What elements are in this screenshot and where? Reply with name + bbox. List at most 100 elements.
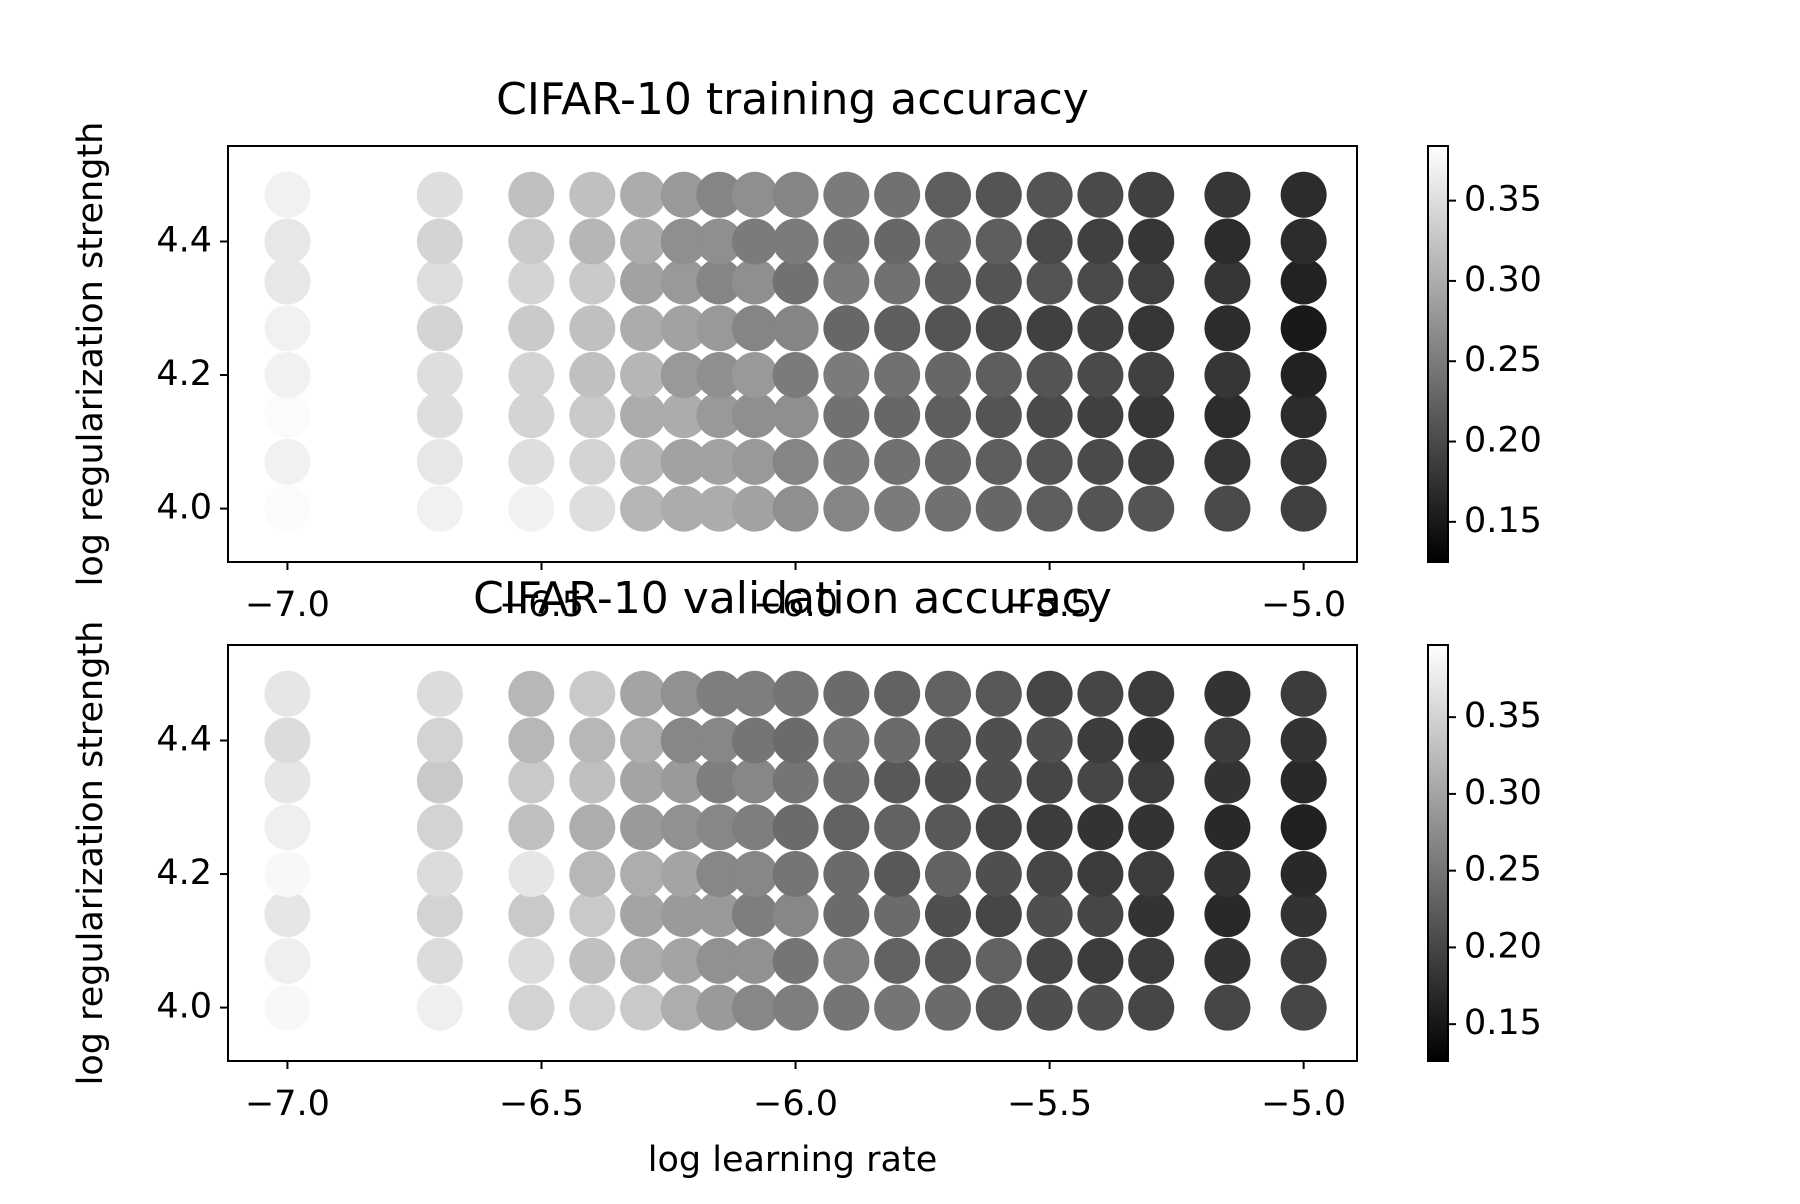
point bbox=[1026, 717, 1073, 764]
point bbox=[416, 851, 463, 898]
point bbox=[508, 670, 555, 717]
point bbox=[1204, 851, 1251, 898]
point bbox=[660, 258, 707, 305]
point bbox=[1280, 717, 1327, 764]
point bbox=[823, 851, 870, 898]
point bbox=[660, 717, 707, 764]
point bbox=[1204, 717, 1251, 764]
point bbox=[1280, 757, 1327, 804]
point bbox=[264, 485, 311, 532]
point bbox=[975, 258, 1022, 305]
point bbox=[1204, 757, 1251, 804]
point bbox=[620, 392, 667, 439]
y-tick-label: 4.2 bbox=[156, 354, 212, 394]
colorbar-tick-label: 0.20 bbox=[1464, 421, 1542, 461]
point bbox=[975, 851, 1022, 898]
point bbox=[1077, 804, 1124, 851]
point bbox=[696, 670, 743, 717]
point bbox=[1280, 891, 1327, 938]
point bbox=[416, 218, 463, 265]
y-tick-label: 4.4 bbox=[156, 220, 212, 260]
point bbox=[772, 717, 819, 764]
point bbox=[924, 717, 971, 764]
point bbox=[924, 937, 971, 984]
point bbox=[508, 804, 555, 851]
point bbox=[731, 485, 778, 532]
point bbox=[975, 171, 1022, 218]
points bbox=[264, 171, 1327, 532]
x-tick-label: −6.5 bbox=[499, 1084, 584, 1124]
point bbox=[264, 937, 311, 984]
point bbox=[1204, 218, 1251, 265]
point bbox=[1280, 438, 1327, 485]
chart-title: CIFAR-10 training accuracy bbox=[496, 74, 1089, 125]
point bbox=[660, 352, 707, 399]
point bbox=[731, 937, 778, 984]
point bbox=[772, 804, 819, 851]
point bbox=[772, 670, 819, 717]
point bbox=[1026, 937, 1073, 984]
colorbar bbox=[1427, 145, 1449, 563]
point bbox=[772, 305, 819, 352]
point bbox=[874, 438, 921, 485]
point bbox=[569, 392, 616, 439]
point bbox=[874, 804, 921, 851]
point bbox=[823, 392, 870, 439]
point bbox=[416, 392, 463, 439]
point bbox=[924, 258, 971, 305]
point bbox=[731, 717, 778, 764]
point bbox=[731, 757, 778, 804]
point bbox=[569, 670, 616, 717]
point bbox=[772, 937, 819, 984]
point bbox=[660, 757, 707, 804]
point bbox=[264, 891, 311, 938]
point bbox=[696, 937, 743, 984]
point bbox=[620, 891, 667, 938]
point bbox=[1077, 851, 1124, 898]
point bbox=[696, 485, 743, 532]
point bbox=[1204, 438, 1251, 485]
point bbox=[1128, 984, 1175, 1031]
point bbox=[823, 717, 870, 764]
point bbox=[1204, 984, 1251, 1031]
point bbox=[731, 352, 778, 399]
point bbox=[1280, 984, 1327, 1031]
point bbox=[731, 438, 778, 485]
point bbox=[975, 984, 1022, 1031]
point bbox=[924, 352, 971, 399]
colorbar-tick-label: 0.30 bbox=[1464, 260, 1542, 300]
point bbox=[823, 937, 870, 984]
point bbox=[975, 937, 1022, 984]
point bbox=[823, 804, 870, 851]
point bbox=[1280, 937, 1327, 984]
point bbox=[874, 891, 921, 938]
point bbox=[874, 218, 921, 265]
point bbox=[508, 392, 555, 439]
point bbox=[1204, 891, 1251, 938]
point bbox=[772, 485, 819, 532]
point bbox=[731, 891, 778, 938]
point bbox=[1026, 438, 1073, 485]
point bbox=[1077, 757, 1124, 804]
point bbox=[1204, 352, 1251, 399]
point bbox=[264, 218, 311, 265]
point bbox=[569, 937, 616, 984]
point bbox=[1026, 305, 1073, 352]
point bbox=[975, 804, 1022, 851]
point bbox=[416, 670, 463, 717]
point bbox=[975, 485, 1022, 532]
point bbox=[620, 485, 667, 532]
x-tick-label: −6.0 bbox=[753, 1084, 838, 1124]
point bbox=[1026, 258, 1073, 305]
point bbox=[660, 937, 707, 984]
point bbox=[924, 438, 971, 485]
point bbox=[1026, 670, 1073, 717]
point bbox=[620, 937, 667, 984]
point bbox=[1077, 717, 1124, 764]
point bbox=[924, 757, 971, 804]
point bbox=[696, 305, 743, 352]
axes-frame bbox=[227, 145, 1358, 563]
point bbox=[660, 891, 707, 938]
point bbox=[874, 717, 921, 764]
point bbox=[696, 258, 743, 305]
